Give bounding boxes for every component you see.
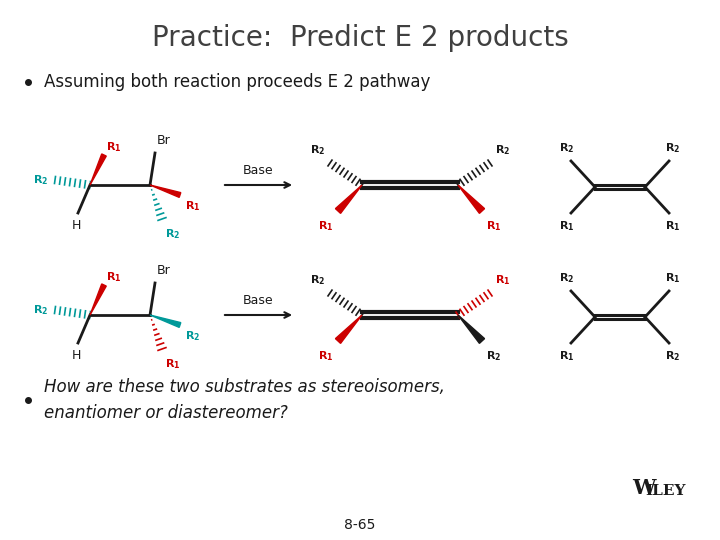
Text: $\mathbf{R_1}$: $\mathbf{R_1}$	[318, 219, 334, 233]
Text: $\mathbf{R_1}$: $\mathbf{R_1}$	[106, 270, 122, 284]
Text: Assuming both reaction proceeds E 2 pathway: Assuming both reaction proceeds E 2 path…	[44, 73, 431, 91]
Text: $\mathbf{R_1}$: $\mathbf{R_1}$	[559, 349, 575, 363]
Text: $\mathbf{R_2}$: $\mathbf{R_2}$	[665, 349, 680, 363]
Text: $\mathbf{R_1}$: $\mathbf{R_1}$	[665, 219, 681, 233]
Polygon shape	[458, 315, 485, 343]
Text: $\mathbf{R_2}$: $\mathbf{R_2}$	[32, 303, 48, 317]
Text: Practice:  Predict E 2 products: Practice: Predict E 2 products	[152, 24, 568, 52]
Text: $\mathbf{R_2}$: $\mathbf{R_2}$	[310, 143, 325, 157]
Text: $\mathbf{R_1}$: $\mathbf{R_1}$	[185, 199, 201, 213]
Text: 8-65: 8-65	[344, 518, 376, 532]
Text: H: H	[71, 219, 81, 232]
Text: $\mathbf{R_2}$: $\mathbf{R_2}$	[665, 141, 680, 155]
Text: W: W	[632, 478, 655, 498]
Text: $\mathbf{R_2}$: $\mathbf{R_2}$	[185, 329, 200, 343]
Polygon shape	[458, 185, 485, 213]
Polygon shape	[150, 185, 181, 198]
Polygon shape	[336, 315, 362, 343]
Polygon shape	[90, 284, 107, 315]
Text: $\mathbf{R_2}$: $\mathbf{R_2}$	[165, 227, 181, 241]
Text: Br: Br	[157, 264, 171, 277]
Polygon shape	[90, 154, 107, 185]
Text: $\mathbf{R_1}$: $\mathbf{R_1}$	[165, 357, 181, 371]
Text: $\mathbf{R_1}$: $\mathbf{R_1}$	[318, 349, 334, 363]
Text: $\mathbf{R_1}$: $\mathbf{R_1}$	[486, 219, 502, 233]
Text: $\mathbf{R_2}$: $\mathbf{R_2}$	[32, 173, 48, 187]
Text: $\mathbf{R_1}$: $\mathbf{R_1}$	[559, 219, 575, 233]
Text: $\mathbf{R_1}$: $\mathbf{R_1}$	[495, 273, 510, 287]
Polygon shape	[336, 185, 362, 213]
Text: $\mathbf{R_1}$: $\mathbf{R_1}$	[106, 140, 122, 154]
Text: Br: Br	[157, 134, 171, 147]
Text: How are these two substrates as stereoisomers,
enantiomer or diastereomer?: How are these two substrates as stereois…	[44, 378, 445, 422]
Text: $\mathbf{R_2}$: $\mathbf{R_2}$	[559, 271, 575, 285]
Polygon shape	[150, 315, 181, 327]
Text: $\mathbf{R_2}$: $\mathbf{R_2}$	[310, 273, 325, 287]
Text: $\mathbf{R_2}$: $\mathbf{R_2}$	[486, 349, 501, 363]
Text: Base: Base	[243, 294, 274, 307]
Text: H: H	[71, 349, 81, 362]
Text: ILEY: ILEY	[645, 484, 685, 498]
Text: Base: Base	[243, 164, 274, 177]
Text: $\mathbf{R_1}$: $\mathbf{R_1}$	[665, 271, 681, 285]
Text: $\mathbf{R_2}$: $\mathbf{R_2}$	[559, 141, 575, 155]
Text: $\mathbf{R_2}$: $\mathbf{R_2}$	[495, 143, 510, 157]
